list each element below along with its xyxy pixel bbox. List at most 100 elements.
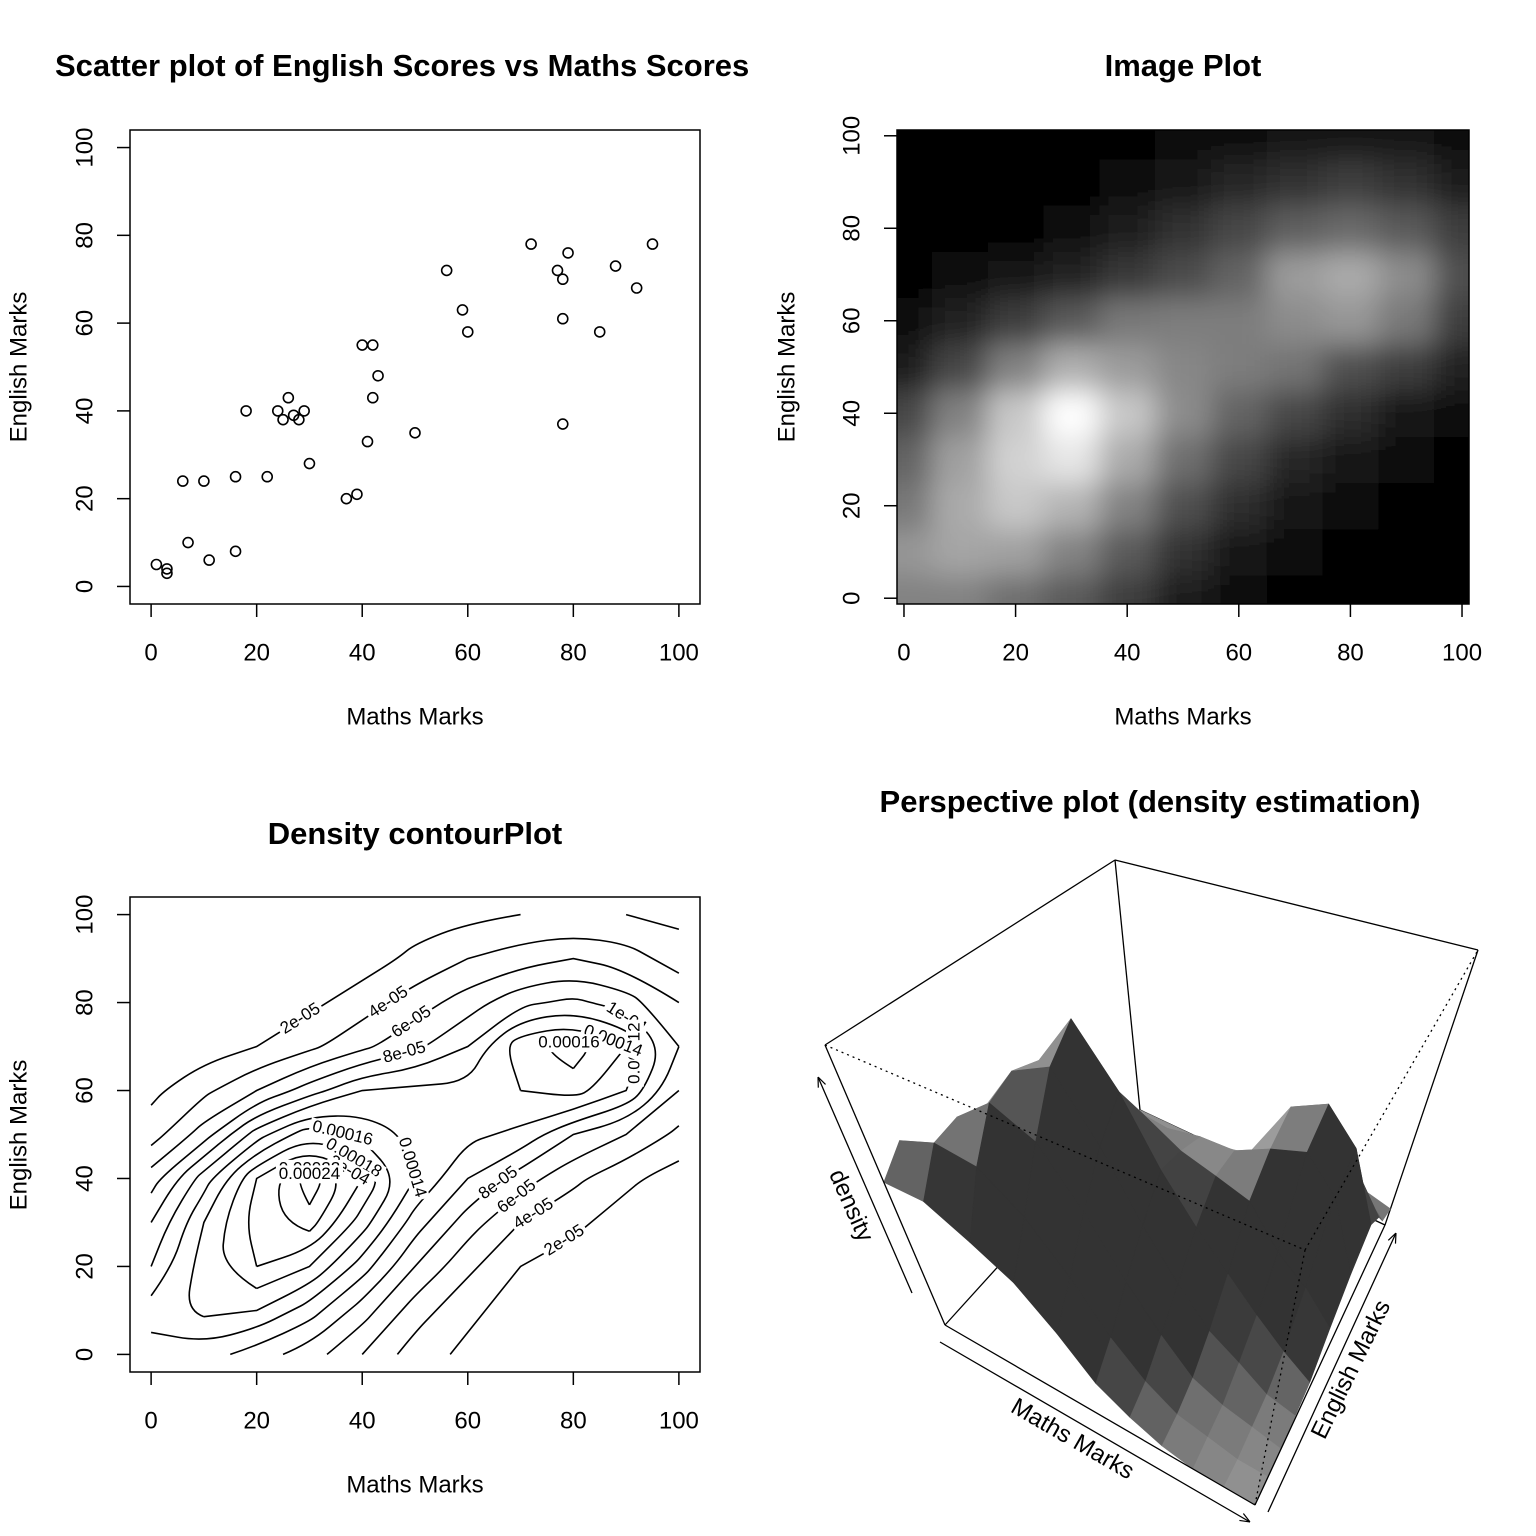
x-tick-label: 60	[1225, 639, 1252, 666]
y-tick-label: 60	[71, 1077, 98, 1104]
image-cell	[1266, 436, 1324, 484]
image-cell	[1155, 251, 1212, 299]
image-cell	[1210, 482, 1268, 530]
point	[356, 339, 369, 351]
x-tick-label: 40	[349, 639, 376, 666]
image-cell	[1266, 130, 1324, 160]
image-cell	[931, 251, 989, 299]
chart-title: Density contourPlot	[268, 816, 563, 851]
point	[646, 238, 659, 250]
contour-label-bg	[275, 998, 327, 1040]
y-tick-label: 60	[71, 310, 98, 337]
image-cell	[1322, 205, 1379, 252]
image-cell	[897, 528, 933, 576]
x-axis-label: Maths Marks	[346, 1471, 483, 1498]
image-cell	[1266, 575, 1324, 604]
contour-label-bg	[363, 981, 414, 1024]
point	[551, 264, 564, 277]
x-tick-label: 40	[1114, 639, 1141, 666]
contour-line	[625, 913, 680, 931]
image-cell	[1043, 436, 1100, 484]
contour-label-bg	[492, 1174, 542, 1219]
image-cell	[1378, 436, 1435, 484]
image-cell	[987, 297, 1044, 345]
image-cell	[1043, 575, 1100, 604]
image-cell	[931, 528, 989, 576]
image-cell	[987, 251, 1044, 299]
box-edge	[1114, 859, 1141, 1111]
box-edge	[1254, 1249, 1306, 1506]
y-tick-label: 20	[71, 1253, 98, 1280]
y-axis-label: English Marks	[5, 1060, 32, 1211]
point	[562, 247, 574, 259]
image-cell	[897, 343, 933, 391]
image-cell	[931, 390, 989, 437]
point	[456, 304, 469, 316]
point	[271, 405, 284, 417]
image-cell	[1155, 205, 1212, 252]
contour-label-bg	[578, 1021, 648, 1062]
point	[556, 418, 569, 430]
y-tick-label: 80	[71, 989, 98, 1016]
image-cell	[1210, 130, 1268, 160]
image-cell	[897, 436, 933, 484]
y-tick-label: 0	[71, 580, 98, 593]
point	[150, 558, 163, 571]
contour-label-bg	[275, 1165, 343, 1184]
y-tick-label: 0	[838, 592, 865, 605]
image-cell	[1322, 528, 1379, 576]
point	[556, 273, 569, 286]
box-edge	[1384, 949, 1479, 1226]
image-cell	[987, 575, 1044, 604]
image-cell	[1043, 482, 1100, 530]
x-tick-label: 20	[243, 1407, 270, 1434]
image-cell	[1155, 528, 1212, 576]
point	[261, 470, 274, 483]
image-cell	[1266, 390, 1324, 437]
contour-label: 0.00016	[538, 1033, 599, 1052]
image-cell	[931, 343, 989, 391]
point	[461, 326, 474, 338]
y-tick-label: 40	[71, 1165, 98, 1192]
x-tick-label: 100	[659, 639, 699, 666]
point	[351, 488, 363, 501]
image-cell	[1322, 158, 1379, 206]
box-edge	[1254, 1224, 1386, 1506]
point	[203, 554, 215, 566]
image-cell	[1155, 390, 1212, 437]
image-cell	[1155, 482, 1212, 530]
image-cell	[1266, 482, 1324, 530]
image-cell	[1099, 575, 1156, 604]
image-cell	[931, 436, 989, 484]
image-cell	[1043, 343, 1100, 391]
image-layer	[897, 130, 1469, 604]
image-cell	[1434, 297, 1469, 345]
image-cell	[1322, 390, 1379, 437]
contour-label-bg	[393, 1132, 430, 1203]
image-cell	[1155, 575, 1212, 604]
image-cell	[1099, 130, 1156, 160]
image-cell	[1043, 158, 1100, 206]
x-tick-label: 60	[454, 1407, 481, 1434]
image-cell	[1378, 130, 1435, 160]
image-cell	[1378, 251, 1435, 299]
contour-label-bg	[508, 1193, 560, 1235]
point	[556, 312, 569, 325]
image-cells	[897, 130, 1469, 604]
image-cell	[1210, 205, 1268, 252]
y-tick-label: 60	[838, 307, 865, 334]
y-axis-label: English Marks	[5, 292, 32, 443]
image-cell	[1210, 251, 1268, 299]
point	[182, 536, 194, 549]
chart-title: Scatter plot of English Scores vs Maths …	[55, 48, 749, 83]
y-tick-label: 80	[838, 215, 865, 242]
box-edge	[944, 1324, 1256, 1506]
image-cell	[1322, 436, 1379, 484]
image-cell	[1155, 130, 1212, 160]
x-tick-label: 0	[144, 639, 157, 666]
image-cell	[1210, 390, 1268, 437]
image-cell	[1434, 528, 1469, 576]
image-cell	[1434, 130, 1469, 160]
image-cell	[1043, 205, 1100, 252]
